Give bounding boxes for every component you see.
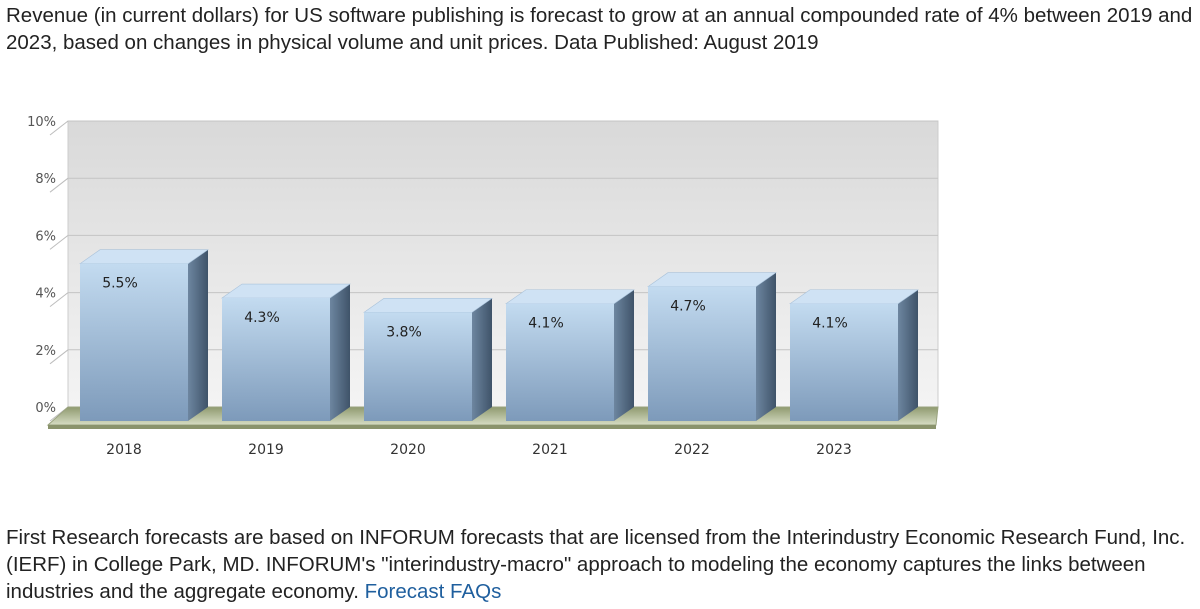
bar-top-face <box>221 283 351 299</box>
revenue-growth-chart: 0% 2% 4% 6% 8% 10% 5.5% 4.3% 3.8% 4.1% 4.7% 4.1% 2… <box>0 100 960 480</box>
y-tick-label: 8% <box>35 172 56 187</box>
bar-2022: 4.7% <box>647 272 777 421</box>
bar-2019: 4.3% <box>221 283 351 421</box>
bar-2020: 3.8% <box>363 298 493 421</box>
bar-side-face <box>330 284 350 421</box>
gridline-diagonal <box>49 120 69 136</box>
data-label: 4.3% <box>244 310 280 326</box>
y-tick-label: 2% <box>35 344 56 359</box>
data-label: 3.8% <box>386 324 422 340</box>
x-tick-label: 2018 <box>106 442 142 458</box>
bar-top-face <box>647 272 777 287</box>
bar-series: 5.5% 4.3% 3.8% 4.1% 4.7% 4.1% <box>79 249 919 421</box>
gridline-diagonal <box>49 292 69 307</box>
gridline-diagonal <box>49 235 69 250</box>
bar-top-face <box>79 249 209 264</box>
bar-side-face <box>472 298 492 421</box>
bar-top-face <box>363 298 493 313</box>
x-tick-label: 2020 <box>390 442 426 458</box>
footer-text: First Research forecasts are based on IN… <box>6 524 1196 605</box>
x-tick-label: 2019 <box>248 442 284 458</box>
bar-front-face <box>222 298 330 421</box>
data-label: 5.5% <box>102 276 138 292</box>
x-tick-label: 2021 <box>532 442 568 458</box>
chart-svg: 0% 2% 4% 6% 8% 10% 5.5% 4.3% 3.8% 4.1% 4.7% 4.1% 2… <box>27 115 939 458</box>
bar-side-face <box>188 249 208 421</box>
bar-front-face <box>648 286 756 421</box>
x-tick-label: 2023 <box>816 442 852 458</box>
bar-2018: 5.5% <box>79 249 209 421</box>
y-tick-label: 10% <box>27 115 56 130</box>
forecast-faqs-link[interactable]: Forecast FAQs <box>364 580 502 603</box>
y-axis: 0% 2% 4% 6% 8% 10% <box>27 115 56 416</box>
intro-text: Revenue (in current dollars) for US soft… <box>6 4 1193 54</box>
bar-2021: 4.1% <box>505 289 635 421</box>
footer-body: First Research forecasts are based on IN… <box>6 526 1186 603</box>
data-label: 4.7% <box>670 299 706 315</box>
x-axis: 2018 2019 2020 2021 2022 2023 <box>106 442 852 458</box>
gridline-diagonal <box>49 349 69 365</box>
bar-front-face <box>80 263 188 421</box>
chart-floor-edge <box>48 425 936 429</box>
x-tick-label: 2022 <box>674 442 710 458</box>
bar-top-face <box>505 289 635 305</box>
y-tick-label: 0% <box>35 401 56 416</box>
bar-top-face <box>789 289 919 305</box>
bar-2023: 4.1% <box>789 289 919 421</box>
bar-front-face <box>790 303 898 421</box>
data-label: 4.1% <box>528 316 564 332</box>
gridline-diagonal <box>49 177 69 193</box>
bar-front-face <box>506 303 614 421</box>
bar-side-face <box>614 289 634 421</box>
y-tick-label: 6% <box>35 229 56 244</box>
y-tick-label: 4% <box>35 287 56 302</box>
bar-side-face <box>756 272 776 421</box>
bar-side-face <box>898 289 918 421</box>
data-label: 4.1% <box>812 316 848 332</box>
bar-front-face <box>364 312 472 421</box>
